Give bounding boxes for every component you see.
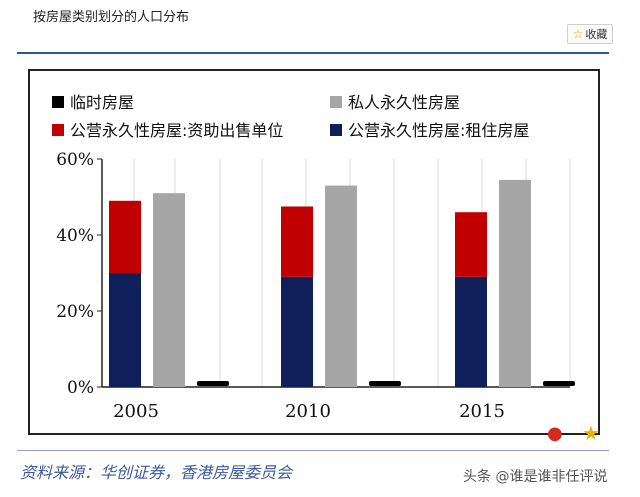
star-icon: ☆ <box>572 27 584 41</box>
legend-swatch-3 <box>330 124 342 136</box>
bar-temporary-2015 <box>543 381 575 386</box>
y-tick-label-2: 40% <box>56 226 94 246</box>
bar-private-2015 <box>499 179 531 387</box>
x-tick-label-2005: 2005 <box>113 401 159 422</box>
x-tick-label-2015: 2015 <box>459 401 505 422</box>
source-note: 资料来源：华创证券，香港房屋委员会 <box>20 463 293 482</box>
bottom-divider <box>17 450 609 451</box>
bar-public-rental-2010 <box>281 276 313 387</box>
legend-label-1: 私人永久性房屋 <box>348 93 460 112</box>
legend-swatch-1 <box>330 96 342 108</box>
bar-public-rental-2015 <box>455 276 487 387</box>
y-tick-label-0: 0% <box>67 378 94 398</box>
bar-private-2005 <box>153 193 185 387</box>
bar-private-2010 <box>325 185 357 387</box>
legend-label-0: 临时房屋 <box>70 93 134 112</box>
favorite-star-icon[interactable]: ★ <box>582 421 600 445</box>
legend-swatch-0 <box>52 96 64 108</box>
legend-swatch-2 <box>52 124 64 136</box>
bar-temporary-2005 <box>197 381 229 386</box>
weibo-icon[interactable]: ● <box>547 423 563 444</box>
watermark-text: 头条 @谁是谁非任评说 <box>463 469 608 485</box>
y-tick-label-3: 60% <box>56 150 94 170</box>
top-divider <box>17 52 609 54</box>
y-tick-label-1: 20% <box>56 302 94 322</box>
chart-page-title: 按房屋类别划分的人口分布 <box>33 10 190 25</box>
bar-temporary-2010 <box>369 381 401 386</box>
bar-public-subsidized-2010 <box>281 206 313 277</box>
x-tick-label-2010: 2010 <box>285 401 331 422</box>
legend-label-3: 公营永久性房屋:租住房屋 <box>348 121 529 140</box>
bar-public-subsidized-2015 <box>455 212 487 277</box>
legend-label-2: 公营永久性房屋:资助出售单位 <box>70 121 283 140</box>
bar-public-rental-2005 <box>109 273 141 387</box>
bar-public-subsidized-2005 <box>109 200 141 273</box>
favorite-button[interactable]: ☆ 收藏 <box>567 24 613 44</box>
favorite-label: 收藏 <box>585 28 608 41</box>
chart-frame: 临时房屋 私人永久性房屋公营永久性房屋:资助出售单位 公营永久性房屋:租住房屋 0% 2… <box>28 69 600 435</box>
